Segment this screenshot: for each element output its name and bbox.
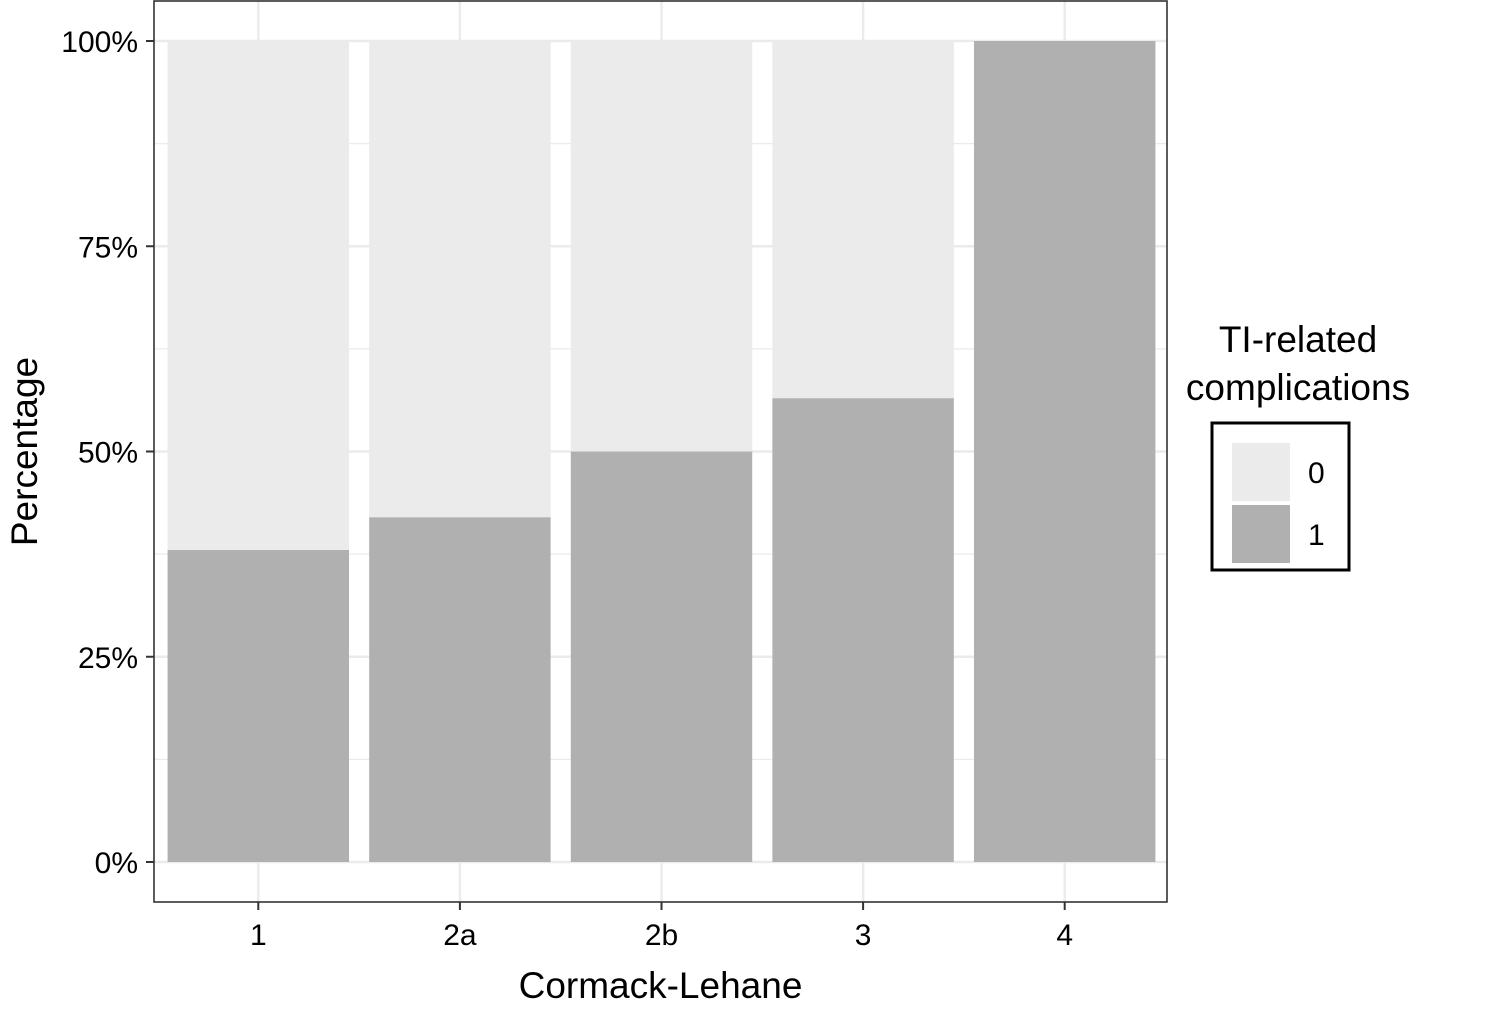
legend-key-1: [1232, 505, 1290, 563]
y-tick-label: 0%: [95, 847, 138, 880]
legend-label-0: 0: [1308, 457, 1325, 490]
x-tick-label: 4: [1056, 919, 1073, 952]
y-tick-label: 25%: [78, 642, 138, 675]
bar-segment-1-series-1: [167, 550, 350, 862]
y-tick-label: 75%: [78, 231, 138, 264]
legend: TI-related complications 01: [1186, 319, 1410, 572]
x-axis: 1 2a 2b 3 4: [250, 902, 1073, 952]
bar-segment-3-series-0: [772, 41, 954, 399]
y-tick-label: 50%: [78, 437, 138, 470]
x-tick-label: 2a: [443, 919, 477, 952]
x-tick-label: 2b: [645, 919, 678, 952]
bar-segment-4-series-1: [973, 41, 1156, 862]
legend-key-0: [1232, 443, 1290, 501]
legend-label-1: 1: [1308, 519, 1325, 552]
y-axis-title: Percentage: [4, 357, 45, 546]
legend-title-line-1: TI-related: [1219, 319, 1377, 360]
legend-title-line-2: complications: [1186, 367, 1410, 408]
bars: [167, 41, 1156, 862]
bar-segment-2a-series-1: [369, 517, 551, 862]
bar-segment-1-series-0: [167, 41, 350, 551]
bar-segment-3-series-1: [772, 398, 954, 862]
y-tick-label: 100%: [61, 26, 138, 59]
x-tick-label: 1: [250, 919, 267, 952]
x-axis-title: Cormack-Lehane: [519, 965, 803, 1006]
x-tick-label: 3: [855, 919, 872, 952]
bar-segment-2b-series-0: [570, 41, 753, 452]
bar-segment-2b-series-1: [570, 451, 753, 862]
y-axis: 0% 25% 50% 75% 100%: [61, 26, 154, 880]
bar-segment-2a-series-0: [369, 41, 551, 518]
legend-entries: 01: [1232, 443, 1325, 563]
